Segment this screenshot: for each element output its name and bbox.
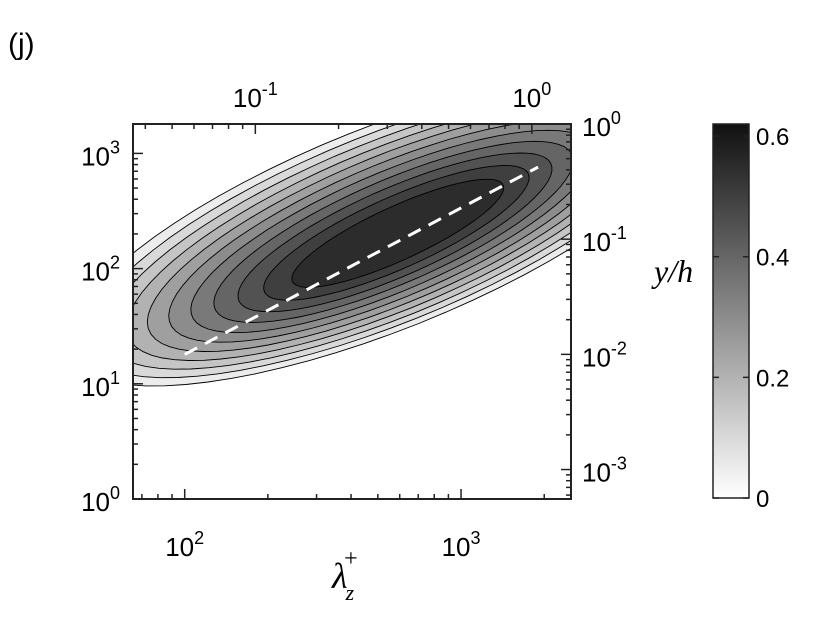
right-tick-label-0.001: 10-3 xyxy=(582,454,627,488)
top-tick-label-0.1: 10-1 xyxy=(233,79,278,113)
ridge-dashed-line xyxy=(183,165,539,356)
y-tick-label-1000: 103 xyxy=(81,137,120,171)
contour-level-0.55 xyxy=(291,178,505,288)
colorbar-tick-label-0.4: 0.4 xyxy=(756,245,789,272)
colorbar-ticks xyxy=(713,135,749,499)
colorbar xyxy=(712,123,750,499)
y-tick-label-1: 100 xyxy=(81,483,120,517)
colorbar-tick-label-0.6: 0.6 xyxy=(756,124,789,151)
top-tick-label-1: 100 xyxy=(512,79,551,113)
right-tick-label-0.1: 10-1 xyxy=(582,223,627,257)
x-tick-label-1000: 103 xyxy=(442,528,481,562)
right-axis-label: y/h xyxy=(651,253,693,289)
x-tick-label-100: 102 xyxy=(165,528,204,562)
right-tick-label-1: 100 xyxy=(582,108,621,142)
plot-frame xyxy=(132,123,572,500)
axis-ticks xyxy=(133,123,571,500)
y-tick-label-10: 101 xyxy=(81,368,120,402)
x-axis-label: λz+ xyxy=(331,546,358,605)
colorbar-tick-label-0: 0 xyxy=(756,486,769,513)
colorbar-tick-label-0.2: 0.2 xyxy=(756,365,789,392)
contour-field xyxy=(133,124,571,387)
panel-label: (j) xyxy=(8,28,35,61)
right-tick-label-0.01: 10-2 xyxy=(582,338,627,372)
y-tick-label-100: 102 xyxy=(81,253,120,287)
